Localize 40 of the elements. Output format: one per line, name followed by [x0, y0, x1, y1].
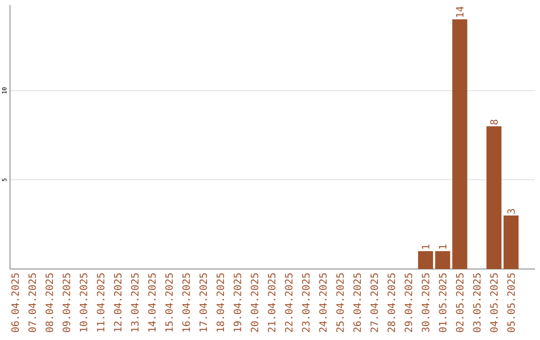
x-tick-label: 21.04.2025: [268, 273, 276, 332]
data-label: 8: [490, 120, 498, 124]
x-tick-label: 30.04.2025: [422, 273, 430, 332]
x-tick-label: 01.05.2025: [438, 273, 446, 332]
data-label: 1: [422, 244, 430, 249]
x-tick-label: 12.04.2025: [114, 273, 122, 332]
bar: [486, 126, 502, 269]
x-tick-label: 27.04.2025: [370, 273, 378, 332]
x-tick-label: 29.04.2025: [404, 273, 412, 332]
x-tick-label: 14.04.2025: [148, 273, 156, 332]
x-tick-label: 16.04.2025: [182, 273, 190, 332]
bar: [418, 251, 434, 269]
x-tick-label: 26.04.2025: [353, 273, 361, 332]
x-tick-label: 18.04.2025: [216, 273, 224, 332]
x-tick-label: 15.04.2025: [165, 273, 173, 332]
x-tick-label: 07.04.2025: [28, 273, 36, 332]
x-tick-label: 20.04.2025: [250, 273, 258, 332]
x-tick-label: 05.05.2025: [507, 273, 515, 332]
x-tick-label: 13.04.2025: [131, 273, 139, 332]
bar: [435, 251, 450, 269]
bar: [504, 215, 519, 269]
x-tick-label: 28.04.2025: [388, 273, 396, 332]
x-tick-label: 19.04.2025: [234, 273, 242, 332]
data-label: 14: [456, 6, 464, 17]
x-tick-label: 04.05.2025: [490, 273, 498, 332]
data-label: 1: [439, 244, 446, 249]
bar: [452, 19, 468, 269]
x-tick-label: 03.05.2025: [473, 273, 481, 332]
x-tick-label: 09.04.2025: [62, 273, 70, 332]
x-tick-label: 11.04.2025: [96, 273, 104, 332]
x-tick-label: 23.04.2025: [302, 273, 310, 332]
x-tick-label: 25.04.2025: [336, 273, 344, 332]
x-tick-label: 08.04.2025: [46, 273, 54, 332]
x-tick-label: 02.05.2025: [456, 273, 464, 332]
x-tick-label: 22.04.2025: [284, 273, 293, 332]
x-tick-label: 24.04.2025: [319, 273, 327, 332]
x-tick-label: 06.04.2025: [11, 273, 19, 332]
data-label: 3: [507, 209, 515, 214]
x-tick-label: 10.04.2025: [80, 273, 88, 332]
x-tick-label: 17.04.2025: [199, 273, 208, 332]
